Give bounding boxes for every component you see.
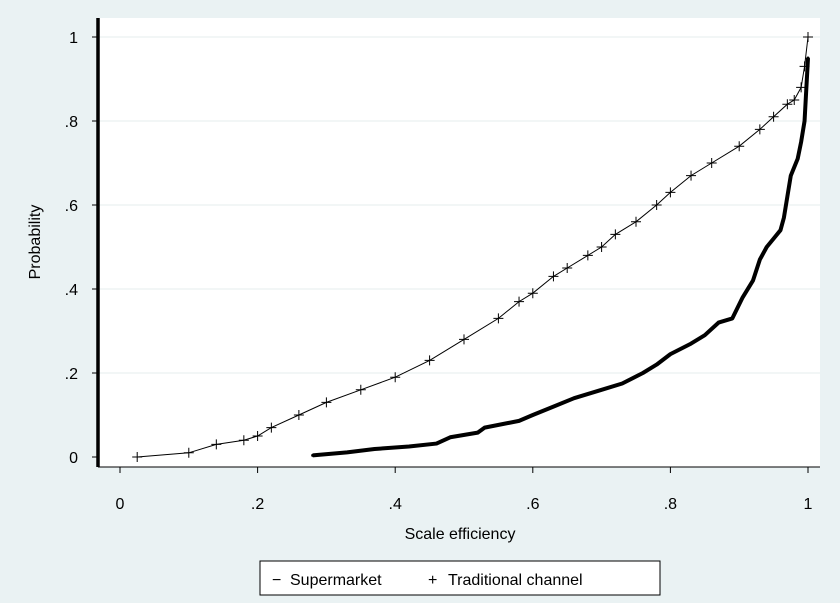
x-axis-title: Scale efficiency	[405, 526, 516, 543]
data-point-supermarket	[407, 445, 411, 448]
y-ticks: 0 .2 .4 .6 .8 1	[65, 30, 98, 467]
data-point-supermarket	[741, 295, 745, 299]
data-point-traditional-channel	[803, 32, 813, 42]
data-point-supermarket	[641, 371, 645, 375]
data-point-supermarket	[796, 157, 800, 161]
data-point-supermarket	[551, 405, 555, 409]
x-tick-label: .6	[526, 496, 539, 513]
data-point-traditional-channel	[782, 99, 793, 110]
data-point-traditional-channel	[548, 271, 559, 282]
data-point-traditional-channel	[355, 384, 366, 395]
data-point-traditional-channel	[686, 170, 697, 181]
data-point-supermarket	[517, 419, 521, 423]
data-point-supermarket	[434, 442, 438, 446]
data-point-supermarket	[668, 352, 672, 356]
x-tick-label: .4	[389, 496, 402, 513]
data-point-supermarket	[600, 388, 604, 392]
legend-marker-traditional: +	[428, 572, 437, 589]
data-point-traditional-channel	[734, 141, 745, 152]
data-point-supermarket	[373, 447, 377, 451]
data-point-supermarket	[778, 228, 782, 232]
data-point-supermarket	[703, 333, 707, 337]
data-point-supermarket	[476, 431, 480, 435]
data-point-traditional-channel	[796, 82, 807, 93]
data-point-traditional-channel	[527, 288, 538, 299]
data-point-traditional-channel	[252, 431, 263, 441]
data-point-supermarket	[789, 174, 793, 178]
data-point-supermarket	[806, 56, 810, 60]
data-point-supermarket	[572, 396, 576, 400]
series-line-supermarket	[312, 57, 810, 458]
legend-box	[259, 560, 661, 596]
data-point-supermarket	[689, 342, 693, 346]
legend-label-supermarket: Supermarket	[290, 572, 382, 589]
data-point-supermarket	[345, 450, 349, 454]
data-point-traditional-channel	[266, 422, 277, 433]
data-point-traditional-channel	[514, 296, 525, 307]
y-tick-label: .2	[65, 366, 78, 383]
data-point-traditional-channel	[211, 439, 222, 450]
data-point-supermarket	[772, 237, 776, 241]
data-point-supermarket	[531, 413, 535, 417]
data-point-traditional-channel	[238, 435, 249, 446]
data-point-traditional-channel	[183, 447, 194, 458]
data-point-traditional-channel	[562, 263, 573, 273]
data-point-traditional-channel	[596, 242, 607, 252]
data-point-supermarket	[483, 426, 487, 430]
data-point-traditional-channel	[493, 313, 504, 324]
data-point-supermarket	[751, 279, 755, 283]
data-point-traditional-channel	[799, 61, 810, 72]
data-point-traditional-channel	[390, 372, 401, 383]
data-point-traditional-channel	[706, 158, 717, 168]
x-tick-label: .8	[664, 496, 677, 513]
x-tick-label: 1	[804, 496, 813, 513]
y-tick-label: 1	[69, 30, 78, 47]
data-point-traditional-channel	[321, 397, 332, 408]
y-axis-title: Probability	[27, 205, 44, 280]
series-layer	[132, 32, 813, 462]
data-point-traditional-channel	[665, 187, 676, 198]
y-tick-label: .4	[65, 282, 78, 299]
y-tick-label: .6	[65, 198, 78, 215]
data-point-traditional-channel	[651, 200, 662, 210]
data-point-traditional-channel	[459, 334, 469, 345]
data-point-supermarket	[765, 245, 769, 249]
data-point-supermarket	[782, 216, 786, 220]
data-point-traditional-channel	[754, 124, 765, 135]
data-point-traditional-channel	[132, 452, 143, 462]
grid	[98, 36, 820, 374]
x-tick-label: .2	[251, 496, 264, 513]
data-point-supermarket	[717, 321, 721, 325]
data-point-traditional-channel	[631, 216, 641, 227]
data-point-traditional-channel	[768, 111, 779, 122]
data-point-traditional-channel	[610, 229, 621, 240]
legend: − Supermarket + Traditional channel	[259, 560, 661, 596]
data-point-supermarket	[785, 195, 789, 199]
data-point-supermarket	[803, 119, 807, 123]
data-point-supermarket	[799, 140, 803, 144]
data-point-supermarket	[655, 363, 659, 367]
data-point-traditional-channel	[582, 250, 593, 261]
data-point-traditional-channel	[424, 355, 435, 366]
plot-area	[98, 18, 820, 467]
y-tick-label: 0	[69, 450, 78, 467]
data-point-traditional-channel	[789, 95, 800, 105]
data-point-supermarket	[620, 382, 624, 385]
data-point-supermarket	[730, 316, 734, 320]
legend-marker-supermarket: −	[272, 572, 281, 589]
y-tick-label: .8	[65, 114, 78, 131]
data-point-traditional-channel	[293, 410, 304, 420]
legend-label-traditional: Traditional channel	[448, 572, 583, 589]
x-ticks: 0 .2 .4 .6 .8 1	[116, 467, 813, 513]
data-point-supermarket	[758, 258, 762, 262]
data-point-supermarket	[448, 435, 452, 439]
data-point-supermarket	[311, 453, 315, 457]
x-tick-label: 0	[116, 496, 125, 513]
